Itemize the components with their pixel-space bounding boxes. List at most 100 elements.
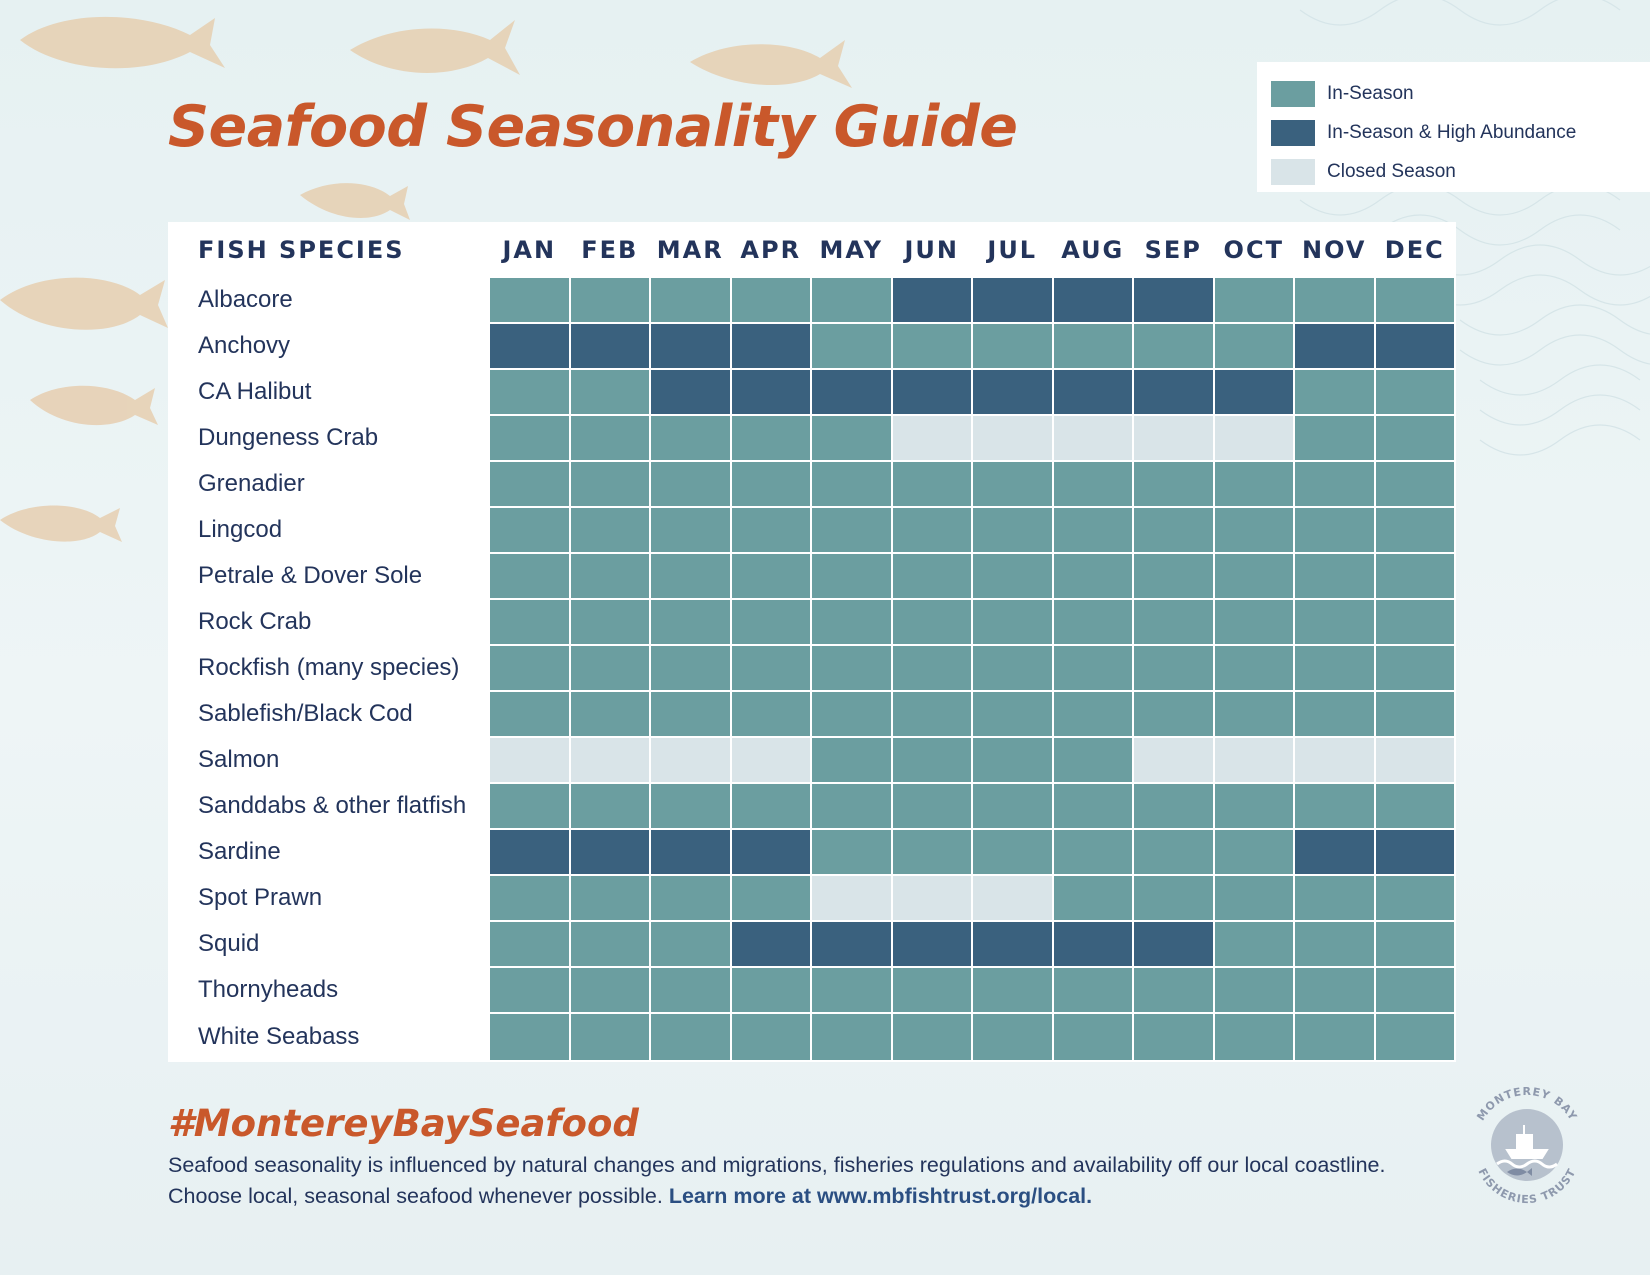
- learn-more-link[interactable]: Learn more at www.mbfishtrust.org/local.: [668, 1184, 1093, 1208]
- heatmap-cell: [1132, 598, 1215, 646]
- heatmap-cell: [568, 690, 651, 738]
- heatmap-cell: [1293, 828, 1376, 876]
- heatmap-cell: [1293, 552, 1376, 600]
- heatmap-cell: [568, 322, 651, 370]
- heatmap-cell: [1373, 368, 1456, 416]
- heatmap-cell: [890, 874, 973, 922]
- heatmap-cell: [568, 736, 651, 784]
- heatmap-cell: [649, 322, 732, 370]
- heatmap-cell: [1051, 598, 1134, 646]
- heatmap-cell: [1051, 506, 1134, 554]
- species-label: Grenadier: [168, 460, 490, 508]
- heatmap-cell: [568, 552, 651, 600]
- wave-icon: [1496, 1159, 1558, 1169]
- heatmap-cell: [488, 966, 571, 1014]
- heatmap-cell: [488, 322, 571, 370]
- heatmap-cell: [971, 598, 1054, 646]
- heatmap-cell: [568, 598, 651, 646]
- heatmap-cell: [1051, 644, 1134, 692]
- footnote-line-1: Seafood seasonality is influenced by nat…: [168, 1153, 1386, 1177]
- month-header-jul: JUL: [971, 222, 1054, 278]
- heatmap-cell: [1293, 506, 1376, 554]
- heatmap-cell: [1212, 920, 1295, 968]
- heatmap-cell: [810, 690, 893, 738]
- month-header-mar: MAR: [649, 222, 732, 278]
- heatmap-cell: [890, 368, 973, 416]
- table-row: Petrale & Dover Sole: [168, 552, 1456, 600]
- heatmap-cell: [568, 1012, 651, 1062]
- heatmap-cell: [1373, 782, 1456, 830]
- heatmap-cell: [488, 828, 571, 876]
- species-label: Rockfish (many species): [168, 644, 490, 692]
- heatmap-cell: [568, 368, 651, 416]
- heatmap-cell: [1051, 368, 1134, 416]
- heatmap-cell: [1132, 828, 1215, 876]
- table-row: CA Halibut: [168, 368, 1456, 416]
- heatmap-cell: [729, 368, 812, 416]
- legend-label: Closed Season: [1327, 160, 1456, 182]
- heatmap-cell: [488, 414, 571, 462]
- heatmap-cell: [729, 276, 812, 324]
- species-label: Spot Prawn: [168, 874, 490, 922]
- heatmap-cell: [729, 828, 812, 876]
- heatmap-cell: [649, 828, 732, 876]
- heatmap-cell: [568, 276, 651, 324]
- legend-swatch-in-season: [1271, 80, 1315, 107]
- heatmap-cell: [729, 460, 812, 508]
- heatmap-cell: [729, 966, 812, 1014]
- heatmap-cell: [488, 368, 571, 416]
- heatmap-header-row: FISH SPECIES JAN FEB MAR APR MAY JUN JUL AUG SEP…: [168, 222, 1456, 278]
- heatmap-cell: [890, 966, 973, 1014]
- heatmap-cell: [1373, 414, 1456, 462]
- heatmap-cell: [1132, 1012, 1215, 1062]
- heatmap-cell: [1051, 736, 1134, 784]
- species-label: Squid: [168, 920, 490, 968]
- heatmap-cell: [1373, 736, 1456, 784]
- table-row: Sanddabs & other flatfish: [168, 782, 1456, 830]
- heatmap-cell: [1132, 736, 1215, 784]
- heatmap-cell: [810, 414, 893, 462]
- fish-silhouette: [0, 505, 122, 542]
- heatmap-cell: [1373, 276, 1456, 324]
- heatmap-cell: [890, 276, 973, 324]
- fish-silhouette: [30, 385, 158, 426]
- heatmap-cell: [1212, 598, 1295, 646]
- heatmap-cell: [971, 644, 1054, 692]
- table-row: Sardine: [168, 828, 1456, 876]
- heatmap-cell: [729, 736, 812, 784]
- heatmap-cell: [488, 552, 571, 600]
- heatmap-cell: [1212, 690, 1295, 738]
- heatmap-cell: [971, 966, 1054, 1014]
- heatmap-cell: [729, 414, 812, 462]
- heatmap-cell: [810, 552, 893, 600]
- heatmap-cell: [649, 782, 732, 830]
- heatmap-cell: [890, 414, 973, 462]
- heatmap-cell: [1051, 920, 1134, 968]
- heatmap-cell: [488, 1012, 571, 1062]
- heatmap-cell: [810, 782, 893, 830]
- heatmap-cell: [1051, 552, 1134, 600]
- heatmap-cell: [1293, 598, 1376, 646]
- heatmap-cell: [1373, 828, 1456, 876]
- heatmap-cell: [649, 368, 732, 416]
- heatmap-cell: [1373, 1012, 1456, 1062]
- species-label: Thornyheads: [168, 966, 490, 1014]
- species-label: Dungeness Crab: [168, 414, 490, 462]
- footnote: Seafood seasonality is influenced by nat…: [168, 1150, 1458, 1212]
- monterey-bay-fisheries-trust-logo: MONTEREY BAY FISHERIES TRUST: [1474, 1085, 1578, 1206]
- heatmap-cell: [1132, 276, 1215, 324]
- heatmap-cell: [488, 276, 571, 324]
- heatmap-cell: [649, 920, 732, 968]
- heatmap-cell: [1212, 506, 1295, 554]
- heatmap-cell: [1051, 782, 1134, 830]
- month-header-jan: JAN: [488, 222, 571, 278]
- heatmap-cell: [568, 414, 651, 462]
- heatmap-cell: [649, 414, 732, 462]
- heatmap-cell: [1132, 644, 1215, 692]
- legend-swatch-high-abundance: [1271, 119, 1315, 146]
- heatmap-cell: [488, 920, 571, 968]
- table-row: Spot Prawn: [168, 874, 1456, 922]
- heatmap-cell: [1293, 276, 1376, 324]
- heatmap-cell: [971, 552, 1054, 600]
- heatmap-cell: [729, 552, 812, 600]
